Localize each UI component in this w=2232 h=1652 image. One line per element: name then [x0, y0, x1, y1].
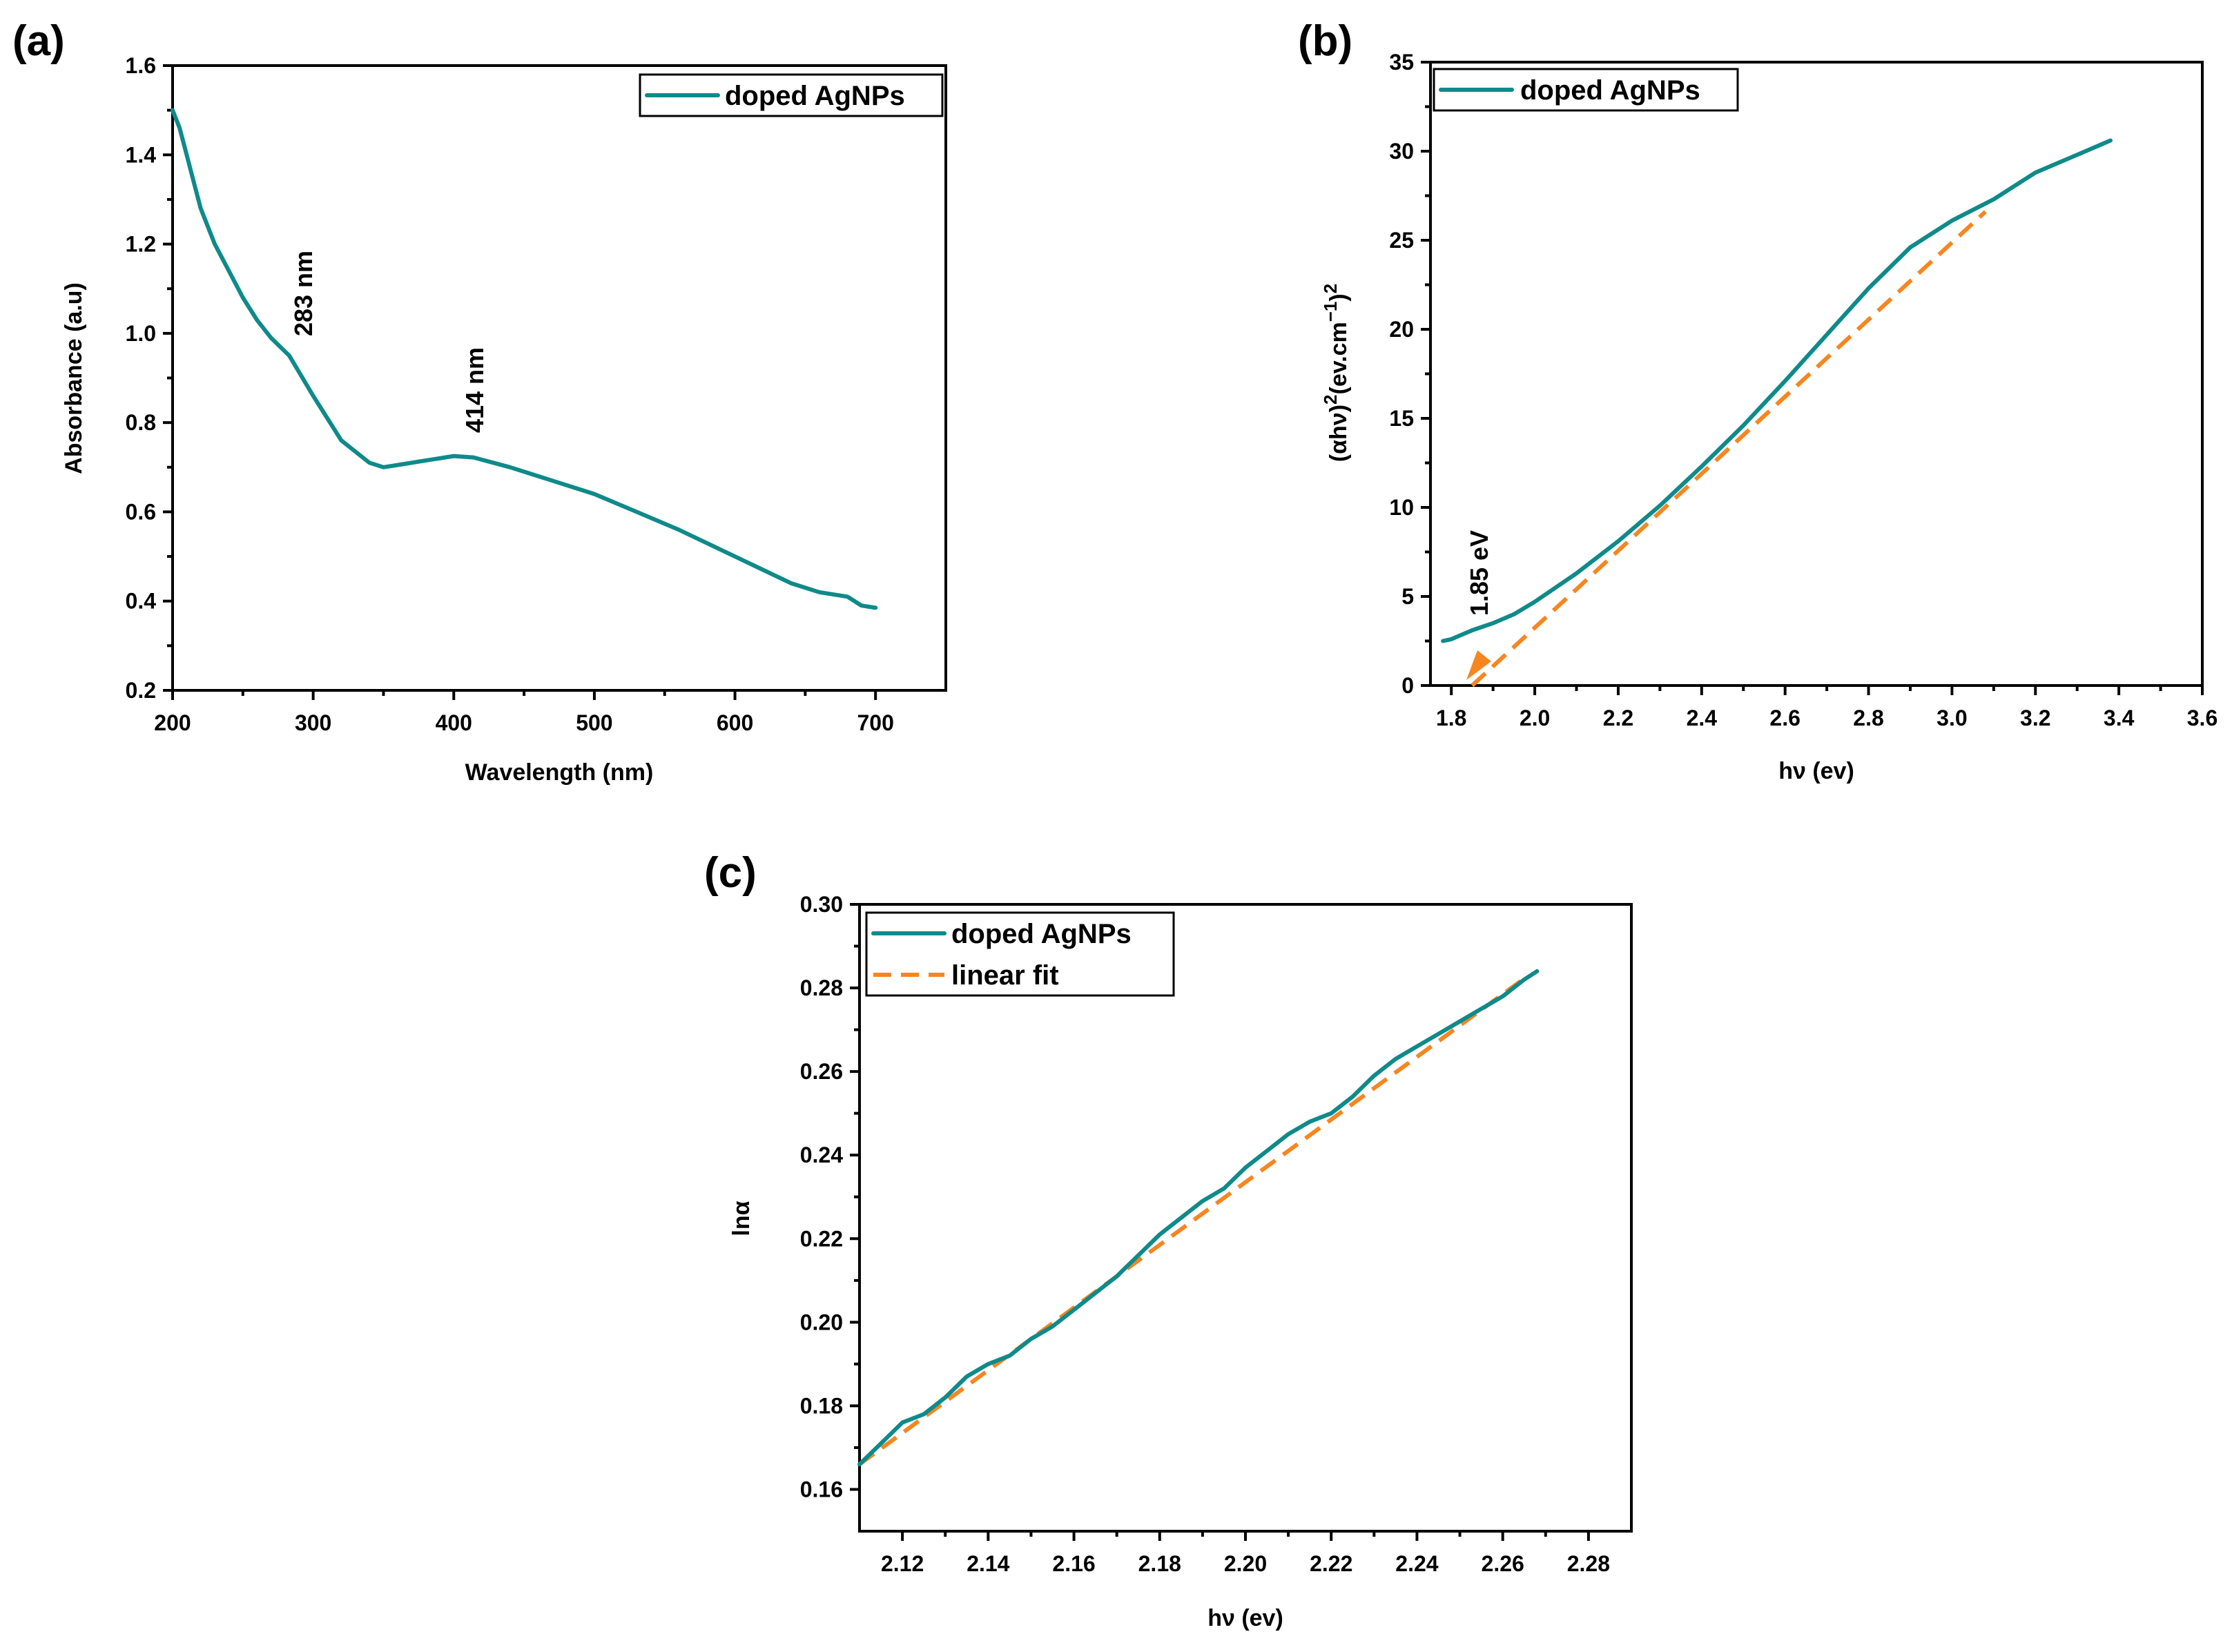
panel-b-xlabel: hν (ev) — [1778, 758, 1854, 784]
panel-c-ytick-label: 0.18 — [800, 1393, 843, 1418]
panel-b-ytick-label: 25 — [1389, 228, 1414, 253]
panel-b-xtick-label: 3.2 — [2020, 706, 2050, 730]
panel-a-xtick-label: 700 — [857, 710, 893, 735]
panel-a-ytick-label: 0.6 — [126, 499, 156, 524]
panel-a-ytick-label: 0.8 — [126, 410, 156, 435]
panel-b-xtick-label: 2.4 — [1687, 706, 1718, 730]
panel-c-xtick-label: 2.24 — [1395, 1551, 1438, 1576]
panel-a-xtick-label: 500 — [576, 710, 612, 735]
panel-a-ytick-label: 0.4 — [126, 589, 157, 614]
panel-b-xtick-label: 2.2 — [1603, 706, 1633, 730]
panel-c-xtick-label: 2.18 — [1138, 1551, 1181, 1576]
panel-b-ytick-label: 20 — [1389, 317, 1414, 342]
panel-a-ytick-label: 1.2 — [126, 232, 156, 257]
panel-b-xtick-label: 2.8 — [1853, 706, 1883, 730]
panel-b-ytick-label: 0 — [1401, 673, 1414, 698]
panel-b-arrowhead — [1466, 650, 1491, 680]
panel-c-xtick-label: 2.22 — [1310, 1551, 1352, 1576]
panel-a-xtick-label: 600 — [717, 710, 753, 735]
panel-b-ytick-label: 35 — [1389, 50, 1414, 75]
panel-b-xtick-label: 2.6 — [1769, 706, 1800, 730]
panel-c-xtick-label: 2.12 — [881, 1551, 924, 1576]
panel-c-ytick-label: 0.30 — [800, 892, 843, 917]
panel-c-legend: doped AgNPs linear fit — [865, 911, 1175, 997]
panel-a-legend: doped AgNPs — [639, 73, 944, 117]
panel-b-linear-fit — [1471, 210, 1987, 688]
panel-a-ytick-label: 1.6 — [126, 53, 156, 78]
panel-c-frame — [858, 903, 1633, 1533]
panel-c-series-doped-agnps — [857, 969, 1540, 1467]
panel-b-ytick-label: 30 — [1389, 139, 1414, 164]
panel-c-xtick-label: 2.14 — [967, 1551, 1009, 1576]
panel-b: (b) 0 5 10 15 20 25 30 35 1.8 2.0 2.2 2.4 2.6 2.8 3.0… — [1298, 17, 2218, 784]
panel-b-series-doped-agnps — [1441, 138, 2113, 643]
panel-a-ytick-label: 1.4 — [126, 142, 157, 167]
panel-a-xtick-label: 300 — [295, 710, 331, 735]
panel-b-legend-label: doped AgNPs — [1520, 75, 1700, 106]
panel-c-xtick-label: 2.28 — [1567, 1551, 1610, 1576]
panel-b-ytick-label: 15 — [1389, 406, 1414, 431]
panel-a-xtick-label: 200 — [154, 710, 191, 735]
panel-b-ylabel: (αhν)2(ev.cm−1)2 — [1320, 284, 1352, 462]
panel-c-xtick-label: 2.26 — [1482, 1551, 1524, 1576]
panel-a-ylabel: Absorbance (a.u) — [61, 282, 87, 474]
panel-a-legend-label: doped AgNPs — [725, 81, 905, 111]
panel-a-frame — [171, 64, 947, 692]
panel-c-xtick-label: 2.16 — [1052, 1551, 1095, 1576]
panel-c-ytick-label: 0.28 — [800, 975, 843, 1000]
panel-a-annotation-283nm: 283 nm — [289, 251, 318, 336]
panel-b-label: (b) — [1298, 17, 1352, 65]
panel-c-ytick-label: 0.26 — [800, 1059, 843, 1084]
panel-a-ytick-label: 1.0 — [126, 321, 156, 346]
panel-b-legend: doped AgNPs — [1433, 68, 1739, 112]
panel-b-xtick-label: 1.8 — [1436, 706, 1466, 730]
panel-b-xtick-label: 2.0 — [1520, 706, 1550, 730]
panel-a-ytick-label: 0.2 — [126, 678, 156, 703]
panel-c-ytick-label: 0.20 — [800, 1310, 843, 1334]
panel-a-annotation-414nm: 414 nm — [460, 347, 489, 433]
panel-c-ytick-label: 0.16 — [800, 1477, 843, 1502]
panel-a-xtick-label: 400 — [436, 710, 472, 735]
panel-b-ytick-label: 10 — [1389, 495, 1414, 520]
panel-c-legend-label-data: doped AgNPs — [951, 919, 1132, 949]
panel-a-label: (a) — [12, 17, 65, 65]
panel-b-xtick-label: 3.4 — [2104, 706, 2135, 730]
panel-c: (c) 0.16 0.18 0.20 0.22 0.24 0.26 0.28 0.30 2.1… — [704, 849, 1633, 1631]
panel-c-legend-label-fit: linear fit — [951, 960, 1059, 991]
panel-a: (a) 0.2 0.4 0.6 0.8 1.0 1.2 1.4 1.6 200 300 400 50… — [12, 17, 947, 786]
panel-a-series-doped-agnps — [171, 108, 878, 610]
panel-c-label: (c) — [704, 849, 757, 897]
panel-c-linear-fit — [858, 973, 1530, 1466]
panel-c-ytick-label: 0.22 — [800, 1226, 843, 1251]
panel-b-annotation-bandgap: 1.85 eV — [1465, 530, 1493, 616]
panel-c-xtick-label: 2.20 — [1224, 1551, 1267, 1576]
panel-b-xtick-label: 3.6 — [2187, 706, 2218, 730]
panel-a-xlabel: Wavelength (nm) — [465, 759, 654, 786]
panel-c-ylabel: lnα — [728, 1201, 755, 1236]
panel-c-xlabel: hν (ev) — [1207, 1605, 1283, 1631]
panel-b-xtick-label: 3.0 — [1937, 706, 1967, 730]
panel-b-ytick-label: 5 — [1401, 584, 1414, 609]
panel-c-ytick-label: 0.24 — [800, 1143, 843, 1167]
